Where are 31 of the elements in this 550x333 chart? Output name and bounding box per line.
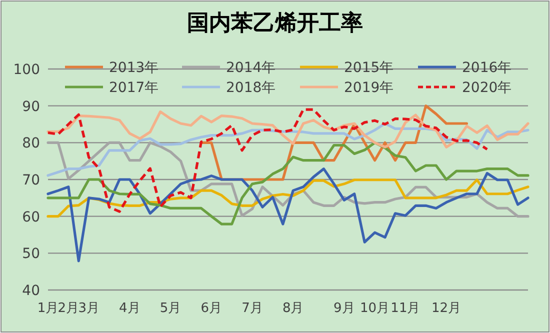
y-tick-label: 60: [22, 209, 40, 226]
legend-label: 2015年: [344, 60, 394, 76]
legend-label: 2018年: [226, 80, 276, 96]
line-series: [46, 110, 530, 148]
x-tick-label: 10月: [360, 301, 390, 316]
x-tick-label: 4月: [119, 301, 140, 316]
legend-label: 2017年: [109, 80, 159, 96]
x-tick-label: 8月: [282, 301, 304, 316]
x-tick-label: 1月: [37, 301, 59, 316]
legend-label: 2020年: [462, 80, 512, 96]
y-tick-label: 50: [22, 246, 40, 262]
y-tick-label: 90: [22, 98, 40, 115]
legend-label: 2016年: [462, 60, 512, 76]
chart-title: 国内苯乙烯开工率: [187, 10, 363, 36]
y-tick-label: 80: [22, 136, 40, 152]
line-series: [46, 168, 530, 262]
x-tick-label: 12月: [432, 301, 462, 316]
x-tick-label: 6月: [200, 301, 222, 316]
legend-label: 2019年: [344, 80, 394, 96]
legend-label: 2014年: [226, 60, 276, 76]
x-tick-label: 3月: [78, 301, 100, 316]
y-tick-label: 100: [13, 62, 40, 78]
x-tick-label: 5月: [160, 301, 182, 316]
y-tick-label: 40: [22, 283, 40, 299]
line-series: [46, 108, 488, 213]
x-tick-label: 9月: [334, 301, 355, 316]
x-tick-label: 7月: [242, 301, 263, 316]
x-tick-label: 2月: [58, 301, 80, 316]
y-tick-label: 70: [22, 172, 40, 188]
x-tick-label: 11月: [390, 301, 420, 316]
legend-label: 2013年: [109, 60, 159, 76]
